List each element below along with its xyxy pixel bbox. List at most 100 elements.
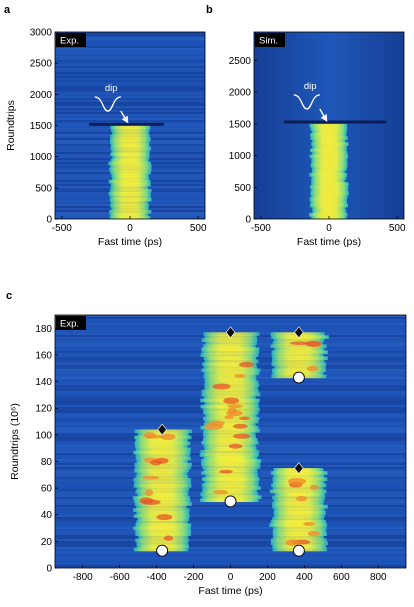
pulse-row <box>310 191 349 196</box>
pulse-row <box>203 365 258 370</box>
background-noise-stripe <box>55 317 406 319</box>
background-noise-stripe <box>55 535 406 537</box>
x-tick-label: -600 <box>110 572 130 583</box>
tag-label: Exp. <box>60 36 79 47</box>
death-diamond-marker <box>294 462 304 475</box>
pulse-row <box>310 163 348 168</box>
pulse-hotspot <box>227 407 237 415</box>
background-noise-stripe <box>55 517 406 519</box>
background-noise-stripe <box>55 62 205 64</box>
y-tick-label: 100 <box>35 430 52 441</box>
y-tick-label: 2000 <box>229 88 252 99</box>
y-tick-label: 160 <box>35 350 52 361</box>
pulse-row <box>270 344 327 348</box>
background-noise-stripe <box>55 118 205 120</box>
pulse-row <box>108 179 151 184</box>
pulse-row <box>135 475 189 479</box>
pulse-row <box>272 504 329 509</box>
y-tick-label: 0 <box>46 215 52 226</box>
pulse-row <box>201 389 259 394</box>
background-noise-stripe <box>55 40 205 42</box>
pulse-row <box>110 164 152 169</box>
pulse-row <box>110 140 150 145</box>
background-noise-stripe <box>55 80 205 82</box>
pulse-hotspot <box>239 416 250 421</box>
pulse-row <box>310 200 348 205</box>
pulse-row <box>133 526 191 531</box>
pulse-row <box>133 478 191 482</box>
pulse-row <box>271 362 327 367</box>
dip-sketch <box>293 94 320 110</box>
pulse-row <box>200 450 260 454</box>
pulse-row <box>272 486 324 491</box>
dip-annotation-label: dip <box>105 83 118 94</box>
pulse-hotspot <box>143 432 157 439</box>
tag-label: Sim. <box>259 36 278 47</box>
pulse-row <box>110 137 151 142</box>
pulse-row <box>272 517 324 521</box>
y-tick-label: 40 <box>41 510 53 521</box>
pulse-row <box>312 151 348 156</box>
pulse-row <box>311 130 347 134</box>
pulse-row <box>201 459 262 463</box>
pulse-row <box>134 468 189 473</box>
pulse-row <box>136 520 188 524</box>
background-noise-stripe <box>55 38 205 40</box>
pulse-row <box>138 535 189 540</box>
background-noise-stripe <box>55 44 205 46</box>
pulse-hotspot <box>228 443 243 449</box>
y-tick-label: 120 <box>35 404 52 415</box>
pulse-row <box>203 438 258 442</box>
background-noise-stripe <box>55 529 406 531</box>
background-noise-stripe <box>55 525 406 527</box>
background-noise-stripe <box>55 84 205 86</box>
background-noise-stripe <box>55 315 406 317</box>
background-noise-stripe <box>55 36 205 38</box>
pulse-row <box>203 468 258 472</box>
pulse-row <box>204 383 260 388</box>
pulse-row <box>201 462 261 466</box>
pulse-hotspot <box>290 341 309 346</box>
x-axis-label: Fast time (ps) <box>297 236 361 248</box>
pulse-row <box>203 432 256 436</box>
pulse-row <box>110 125 151 130</box>
panel-letter-b: b <box>206 4 213 16</box>
pulse-row <box>309 123 348 128</box>
pulse-row <box>204 377 257 382</box>
background-noise-stripe <box>55 557 406 559</box>
pulse-row <box>312 145 347 150</box>
x-tick-label: -500 <box>52 223 72 234</box>
dip-line <box>284 120 387 124</box>
pulse-row <box>201 483 259 487</box>
dip-line <box>89 122 165 126</box>
tag-label: Exp. <box>60 319 79 330</box>
x-tick-label: 600 <box>333 572 350 583</box>
pulse-row <box>109 167 152 172</box>
pulse-row <box>203 374 257 379</box>
pulse-row <box>201 392 261 397</box>
birth-circle-marker <box>292 544 305 557</box>
x-tick-label: -400 <box>147 572 167 583</box>
pulse-row <box>133 450 191 455</box>
pulse-row <box>272 532 327 536</box>
x-tick-label: -500 <box>251 223 271 234</box>
y-tick-label: 2000 <box>30 90 53 101</box>
pulse-hotspot <box>307 531 321 537</box>
pulse-row <box>274 514 325 518</box>
y-tick-label: 2500 <box>229 56 252 67</box>
background-noise-stripe <box>55 32 205 34</box>
background-noise-stripe <box>55 90 205 92</box>
tag-box <box>255 33 285 47</box>
x-tick-label: 0 <box>228 572 234 583</box>
dip-sketch <box>94 96 121 112</box>
background-noise-stripe <box>55 543 406 545</box>
pulse-hotspot <box>295 495 308 502</box>
background-noise-stripe <box>55 86 205 88</box>
background-noise-stripe <box>55 555 406 557</box>
pulse-row <box>311 182 349 186</box>
pulse-row <box>203 435 256 439</box>
y-tick-label: 1000 <box>229 151 252 162</box>
background-noise-stripe <box>55 88 205 90</box>
pulse-row <box>109 188 152 193</box>
background-noise-stripe <box>55 76 205 78</box>
